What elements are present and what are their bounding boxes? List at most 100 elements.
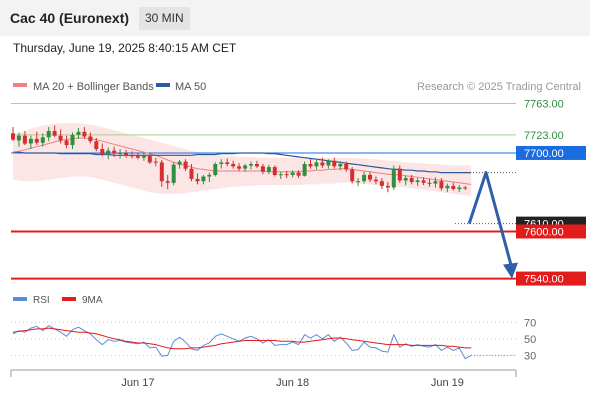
- rsi-legend: RSI 9MA: [13, 295, 103, 306]
- candle-body-76: [463, 187, 468, 189]
- rsi-tick-label-1: 50: [524, 334, 536, 346]
- candle-57: [350, 167, 355, 184]
- candle-body-16: [106, 150, 111, 155]
- candle-body-59: [362, 174, 367, 182]
- candle-body-37: [231, 164, 236, 167]
- candle-body-22: [141, 156, 146, 158]
- candle-body-33: [207, 174, 212, 177]
- candle-15: [100, 143, 105, 157]
- candle-24: [153, 157, 158, 167]
- price-legend: MA 20 + Bollinger Bands MA 50 Research ©…: [13, 81, 581, 93]
- candle-body-24: [153, 161, 158, 163]
- candle-66: [403, 175, 408, 186]
- candle-21: [135, 152, 140, 160]
- candle-6: [46, 127, 51, 142]
- candle-51: [314, 160, 319, 170]
- candle-62: [379, 178, 384, 190]
- candle-body-13: [88, 136, 93, 142]
- datetime-label: Thursday, June 19, 2025 8:40:15 AM CET: [13, 41, 237, 55]
- price-tag-5: 7540.00: [516, 271, 586, 286]
- price-tag-bg-5: [516, 271, 586, 286]
- candle-5: [40, 133, 45, 147]
- price-tag-label-0: 7763.00: [524, 98, 564, 110]
- candles: [11, 125, 468, 193]
- candle-54: [332, 157, 337, 169]
- candle-3: [28, 135, 33, 150]
- rsi-ma-legend-label: 9MA: [82, 295, 103, 306]
- rsi-line: [12, 324, 472, 360]
- candle-body-6: [46, 131, 51, 138]
- candle-body-14: [94, 141, 99, 150]
- instrument-title: Cac 40 (Euronext): [10, 10, 130, 26]
- candle-1: [16, 132, 21, 147]
- rsi-panel: 70 50 30: [11, 317, 536, 362]
- candle-body-12: [82, 131, 87, 137]
- price-tag-0: 7763.00: [524, 98, 564, 110]
- candle-body-55: [338, 164, 343, 167]
- candle-body-52: [320, 162, 325, 166]
- candle-body-69: [421, 180, 426, 183]
- candle-74: [451, 182, 456, 191]
- candle-31: [195, 173, 200, 185]
- candle-body-70: [427, 182, 432, 184]
- candle-body-25: [159, 162, 164, 182]
- price-tag-bg-4: [516, 224, 586, 239]
- candle-30: [189, 163, 194, 182]
- candle-body-0: [11, 133, 15, 140]
- candle-body-63: [385, 185, 390, 188]
- candle-13: [88, 132, 93, 144]
- candle-36: [225, 158, 230, 167]
- candle-43: [266, 164, 271, 175]
- timeframe-button[interactable]: 30 MIN: [139, 7, 190, 30]
- candle-body-61: [373, 179, 378, 182]
- ma20-legend-label: MA 20 + Bollinger Bands: [33, 81, 154, 93]
- candle-body-34: [213, 164, 218, 175]
- candle-59: [362, 171, 367, 184]
- candle-8: [58, 129, 63, 144]
- x-tick-label-2: Jun 19: [431, 377, 464, 389]
- candle-34: [213, 162, 218, 177]
- candle-body-8: [58, 135, 63, 141]
- candle-45: [278, 171, 283, 179]
- candle-body-11: [76, 131, 81, 135]
- candle-48: [296, 170, 301, 179]
- copyright-text: Research © 2025 Trading Central: [417, 81, 581, 93]
- candle-body-45: [278, 174, 283, 176]
- candle-53: [326, 159, 331, 169]
- price-levels: [11, 102, 516, 280]
- candle-body-20: [130, 155, 134, 157]
- candle-70: [427, 178, 432, 187]
- candle-19: [124, 149, 128, 158]
- ma20-legend-swatch: [13, 83, 27, 87]
- candle-39: [243, 163, 248, 172]
- candle-10: [70, 132, 75, 150]
- candle-body-36: [225, 162, 230, 164]
- candle-body-21: [135, 156, 140, 158]
- candle-body-74: [451, 185, 456, 189]
- candle-47: [290, 170, 295, 178]
- candle-body-71: [433, 181, 438, 184]
- rsi-tick-label-0: 70: [524, 317, 536, 329]
- candle-63: [385, 182, 390, 193]
- bollinger-band: [13, 123, 472, 197]
- candle-body-4: [34, 138, 39, 143]
- candle-body-54: [332, 160, 337, 167]
- candle-76: [463, 185, 468, 190]
- candle-12: [82, 127, 87, 139]
- candle-2: [22, 130, 27, 146]
- candle-49: [302, 161, 307, 177]
- candle-body-31: [195, 178, 200, 182]
- price-tags: 7763.007723.007700.007610.007600.007540.…: [516, 98, 586, 286]
- candle-body-62: [379, 181, 384, 186]
- candle-body-51: [314, 162, 319, 167]
- candle-body-17: [112, 150, 117, 154]
- candle-17: [112, 146, 117, 157]
- candle-73: [445, 183, 450, 193]
- candle-body-64: [391, 168, 396, 188]
- candle-body-48: [296, 172, 301, 176]
- rsi-legend-swatch: [13, 297, 27, 301]
- candle-38: [237, 163, 242, 172]
- candle-71: [433, 177, 438, 188]
- candle-body-26: [165, 181, 170, 183]
